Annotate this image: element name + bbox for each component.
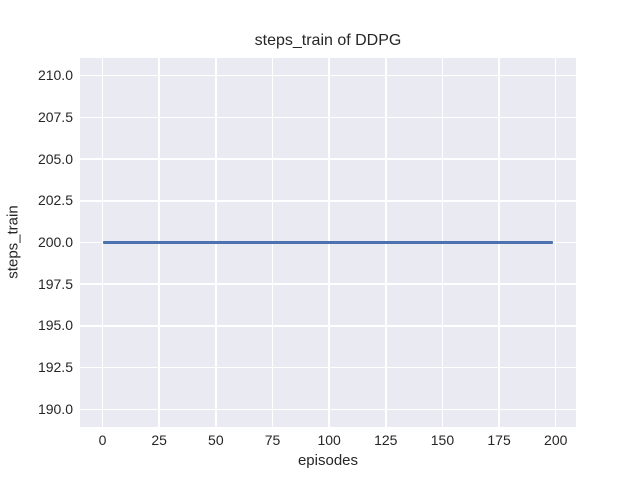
y-tick-label: 202.5	[37, 192, 73, 209]
x-axis-label: episodes	[297, 452, 359, 469]
horizontal-gridline	[80, 366, 576, 369]
horizontal-gridline	[80, 200, 576, 202]
x-tick-label: 150	[430, 432, 455, 448]
horizontal-gridline	[80, 408, 576, 411]
y-tick-label: 205.0	[37, 150, 73, 167]
x-tick-label: 175	[487, 432, 511, 448]
data-line-steps_train	[102, 241, 554, 244]
x-tick-label: 0	[98, 432, 107, 448]
y-axis-label: steps_train	[4, 205, 22, 279]
horizontal-gridline	[80, 283, 576, 285]
y-tick-label: 210.0	[37, 67, 73, 84]
y-tick-label: 197.5	[37, 275, 73, 292]
plot-area	[80, 58, 576, 427]
y-tick-label: 190.0	[37, 400, 73, 417]
horizontal-gridline	[80, 325, 576, 327]
x-tick-label: 200	[544, 432, 568, 448]
chart-title: steps_train of DDPG	[254, 32, 402, 49]
horizontal-gridline	[80, 74, 576, 77]
y-tick-label: 195.0	[37, 317, 73, 334]
x-tick-label: 100	[317, 432, 341, 448]
y-tick-label: 207.5	[37, 108, 73, 125]
x-tick-label: 75	[264, 432, 281, 448]
horizontal-gridline	[80, 158, 576, 160]
y-tick-label: 192.5	[37, 359, 73, 376]
x-tick-label: 125	[374, 432, 398, 448]
horizontal-gridline	[80, 116, 576, 119]
x-tick-label: 50	[208, 432, 224, 448]
x-tick-label: 25	[151, 432, 167, 448]
y-tick-label: 200.0	[37, 234, 73, 250]
